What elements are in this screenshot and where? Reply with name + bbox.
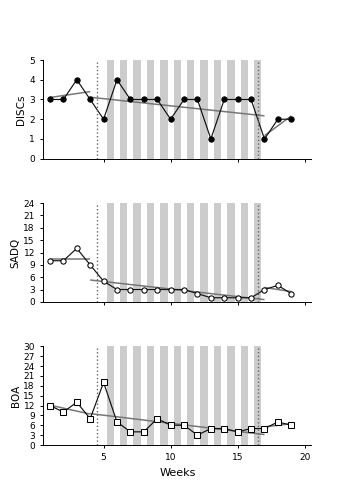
Bar: [241, 203, 248, 302]
Bar: [227, 203, 235, 302]
Bar: [120, 203, 127, 302]
Y-axis label: DISCs: DISCs: [16, 94, 26, 124]
Bar: [107, 60, 114, 158]
Bar: [254, 203, 262, 302]
Bar: [107, 346, 114, 445]
Bar: [160, 346, 167, 445]
Bar: [214, 203, 221, 302]
Bar: [160, 60, 167, 158]
Bar: [107, 203, 114, 302]
Bar: [134, 203, 141, 302]
Bar: [241, 60, 248, 158]
Bar: [174, 203, 181, 302]
Bar: [227, 60, 235, 158]
X-axis label: Weeks: Weeks: [159, 468, 195, 478]
Bar: [214, 60, 221, 158]
Bar: [147, 60, 154, 158]
Bar: [200, 60, 208, 158]
Bar: [200, 346, 208, 445]
Bar: [120, 346, 127, 445]
Bar: [187, 203, 194, 302]
Bar: [254, 60, 262, 158]
Bar: [241, 346, 248, 445]
Bar: [147, 203, 154, 302]
Y-axis label: BOA: BOA: [11, 384, 21, 407]
Bar: [134, 60, 141, 158]
Bar: [187, 346, 194, 445]
Bar: [147, 346, 154, 445]
Bar: [200, 203, 208, 302]
Bar: [254, 346, 262, 445]
Bar: [174, 60, 181, 158]
Y-axis label: SADQ: SADQ: [11, 238, 21, 268]
Bar: [174, 346, 181, 445]
Bar: [160, 203, 167, 302]
Bar: [134, 346, 141, 445]
Bar: [214, 346, 221, 445]
Bar: [120, 60, 127, 158]
Bar: [187, 60, 194, 158]
Bar: [227, 346, 235, 445]
